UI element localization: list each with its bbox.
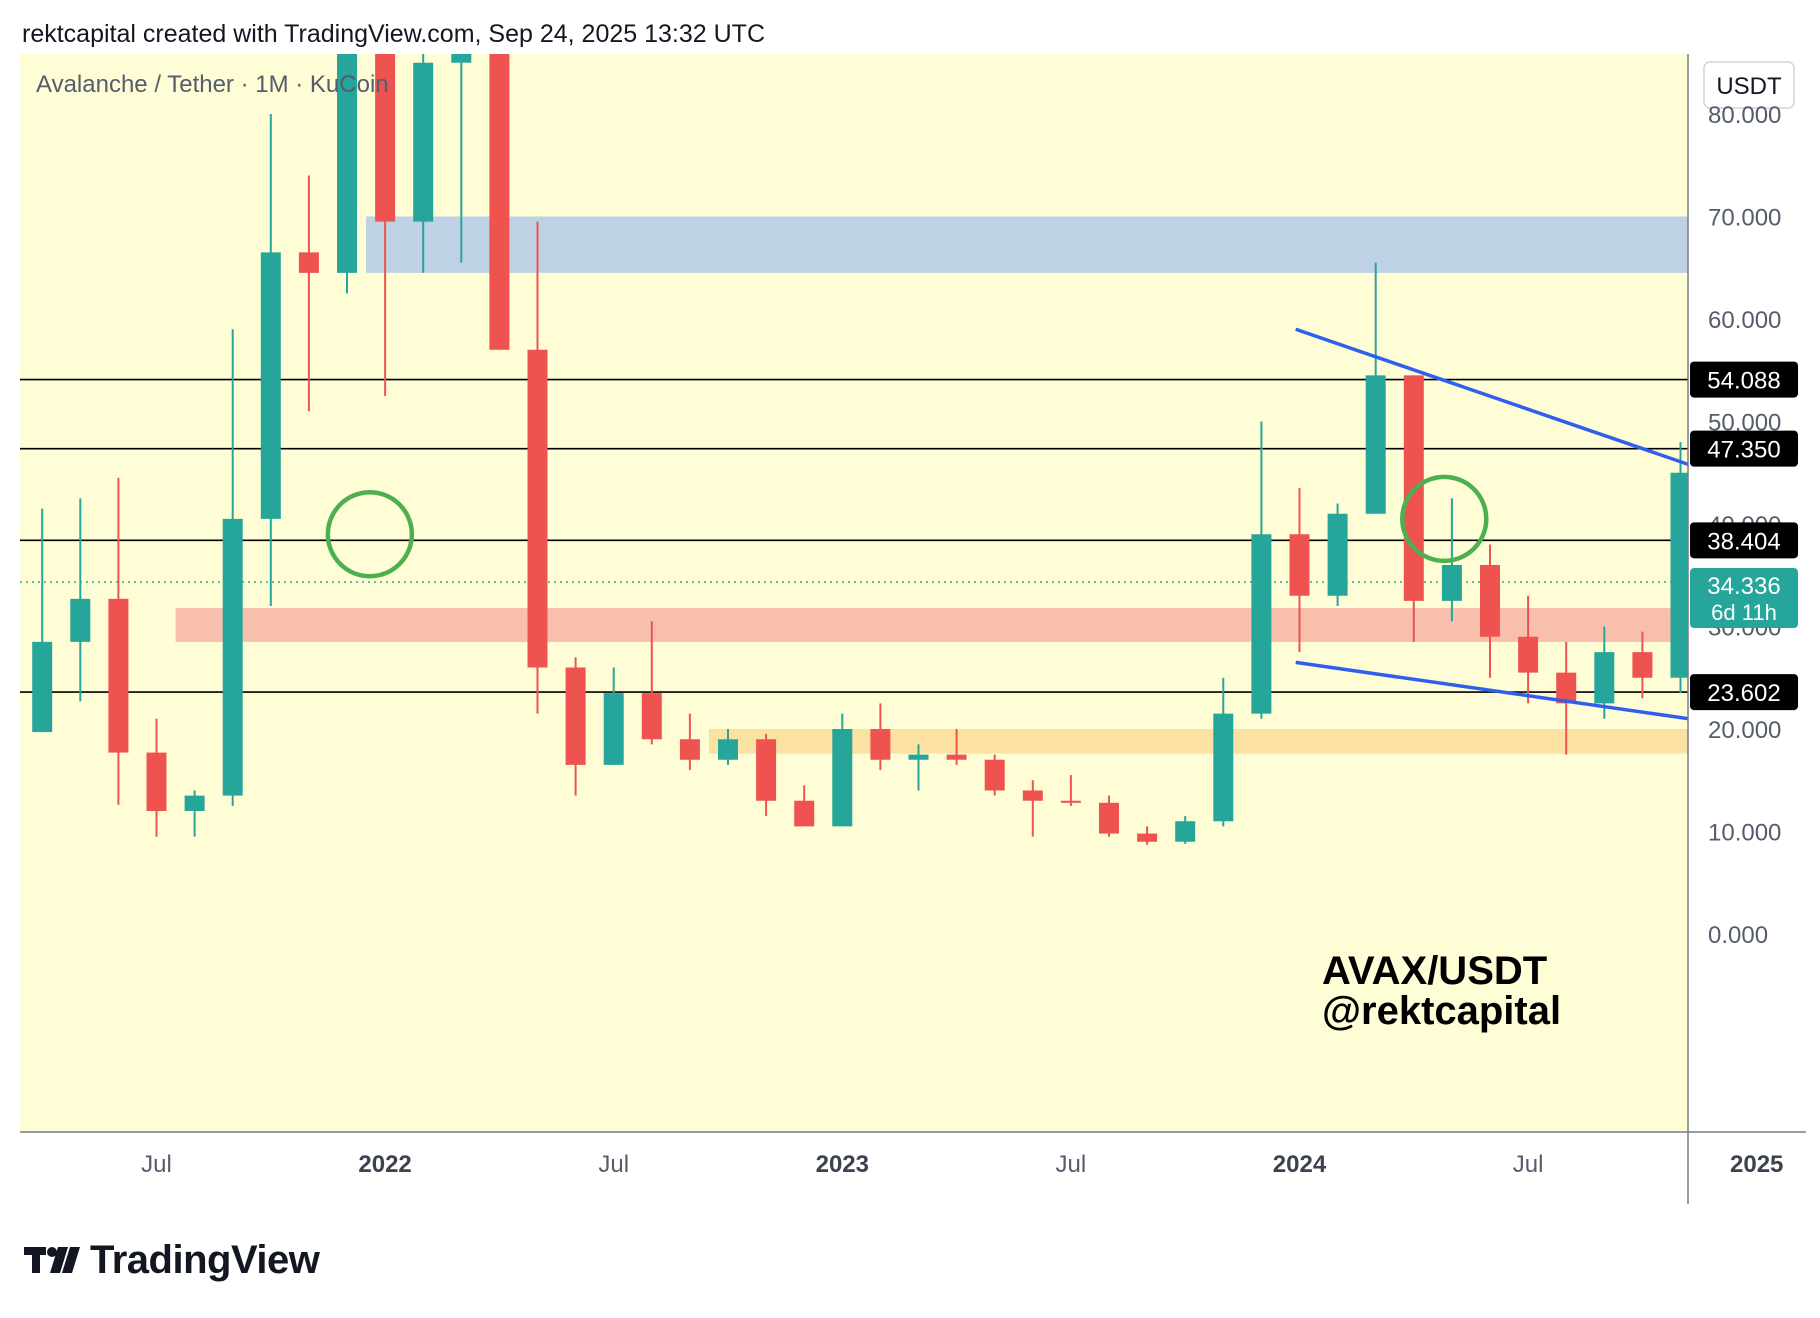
candle-body — [1060, 800, 1081, 803]
mid-zone — [175, 608, 1688, 642]
level-badge-label: 54.088 — [1707, 368, 1780, 395]
level-badge-label: 23.602 — [1707, 680, 1780, 707]
x-tick-label: 2023 — [816, 1151, 869, 1178]
candle-body — [1137, 833, 1158, 842]
candle-body — [337, 54, 357, 273]
candle-body — [375, 54, 396, 222]
level-badge-0 — [1690, 361, 1798, 398]
candle-body — [946, 754, 967, 760]
candle-body — [1099, 802, 1119, 834]
candle-body — [794, 800, 815, 827]
tradingview-brand: TradingView — [24, 1238, 320, 1283]
time-axis-background — [20, 1132, 1688, 1204]
y-tick-label: 0.000 — [1708, 922, 1768, 949]
y-tick-label: 70.000 — [1708, 205, 1781, 232]
plot-layer: 15.412 (79.30%) 15,41 — [20, 54, 1688, 845]
candle-body — [565, 667, 586, 765]
candle-body — [603, 693, 624, 765]
candle-body — [1670, 472, 1688, 678]
currency-button[interactable] — [1703, 61, 1795, 109]
candle-body — [908, 754, 929, 760]
price-chart[interactable]: 15.412 (79.30%) 15,41Avalanche / Tether … — [20, 54, 1806, 1204]
x-tick-label: 2025 — [1730, 1151, 1783, 1178]
candle-body — [1327, 513, 1348, 596]
candle-body — [718, 739, 738, 760]
y-tick-label: 20.000 — [1708, 717, 1781, 744]
level-badge-2 — [1690, 522, 1798, 559]
candle-body — [1632, 652, 1653, 678]
candle-body — [1213, 713, 1234, 822]
attribution-header: rektcapital created with TradingView.com… — [22, 20, 766, 48]
x-tick-label: Jul — [141, 1151, 172, 1178]
x-tick-label: 2024 — [1273, 1151, 1327, 1178]
lower-trendline — [1295, 660, 1688, 721]
green-circle-2021 — [325, 490, 415, 579]
candle-body — [1175, 821, 1196, 842]
upper-trendline — [1295, 327, 1688, 467]
symbol-label: AVAX/USDT — [1322, 949, 1547, 993]
y-tick-label: 80.000 — [1708, 102, 1781, 129]
candle-body — [1480, 565, 1500, 637]
candle-body — [641, 693, 662, 740]
candle-body — [70, 598, 91, 642]
x-tick-label: 2022 — [358, 1151, 411, 1178]
current-price-label: 34.336 — [1707, 573, 1780, 600]
chart-area[interactable]: 15.412 (79.30%) 15,41Avalanche / Tether … — [20, 54, 1806, 1204]
x-tick-label: Jul — [1513, 1151, 1544, 1178]
candle-body — [527, 349, 548, 668]
candle-body — [679, 739, 700, 760]
x-tick-label: Jul — [1056, 1151, 1087, 1178]
current-price-badge — [1690, 568, 1798, 629]
brand-name: TradingView — [90, 1238, 320, 1282]
candle-body — [489, 54, 510, 350]
level-badge-1 — [1690, 430, 1798, 467]
level-badge-label: 38.404 — [1707, 528, 1780, 555]
candle-body — [1289, 534, 1310, 596]
candle-body — [222, 518, 243, 796]
y-tick-label: 10.000 — [1708, 820, 1781, 847]
candle-body — [870, 729, 891, 760]
candle-body — [1022, 790, 1043, 801]
candle-body — [984, 759, 1005, 791]
candle-body — [260, 252, 281, 519]
candle-body — [1441, 565, 1462, 601]
green-circle-2024 — [1400, 474, 1489, 564]
candle-body — [146, 752, 167, 811]
candle-body — [451, 54, 472, 63]
candle-body — [413, 62, 434, 222]
currency-label: USDT — [1716, 73, 1782, 100]
candle-countdown-label: 6d 11h — [1711, 600, 1777, 625]
candle-body — [756, 739, 777, 801]
level-badge-3 — [1690, 674, 1798, 711]
tradingview-logo-icon — [24, 1246, 80, 1273]
candle-body — [1556, 672, 1577, 704]
candle-body — [184, 795, 205, 811]
candle-body — [1251, 534, 1272, 714]
x-tick-label: Jul — [598, 1151, 629, 1178]
author-label: @rektcapital — [1322, 989, 1561, 1033]
level-badge-label: 47.350 — [1707, 437, 1780, 464]
candle-body — [1365, 375, 1386, 514]
candle-body — [1518, 636, 1539, 673]
candle-body — [32, 641, 53, 733]
candle-body — [298, 252, 319, 273]
candle-body — [832, 729, 853, 827]
y-tick-label: 60.000 — [1708, 307, 1781, 334]
candle-body — [108, 598, 129, 753]
resistance-zone — [366, 216, 1688, 273]
candle-body — [1594, 652, 1615, 704]
chart-title: Avalanche / Tether · 1M · KuCoin — [36, 71, 389, 98]
